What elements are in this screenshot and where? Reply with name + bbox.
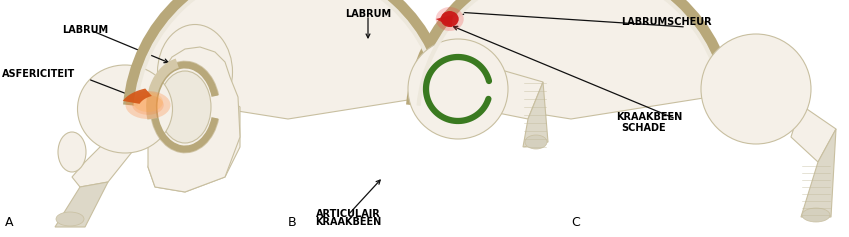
Ellipse shape — [133, 92, 163, 112]
Text: LABRUM: LABRUM — [345, 9, 391, 19]
Ellipse shape — [56, 212, 84, 226]
Ellipse shape — [441, 11, 458, 27]
Ellipse shape — [158, 24, 233, 119]
Polygon shape — [436, 15, 453, 27]
Polygon shape — [55, 182, 108, 227]
Text: LABRUM: LABRUM — [62, 25, 108, 35]
Polygon shape — [148, 97, 240, 192]
Text: C: C — [571, 216, 580, 229]
Polygon shape — [801, 129, 836, 217]
Ellipse shape — [436, 7, 464, 31]
Text: ARTICULAIR: ARTICULAIR — [316, 209, 380, 219]
Text: SCHADE: SCHADE — [621, 123, 666, 133]
Polygon shape — [413, 0, 729, 119]
Text: ASFERICITEIT: ASFERICITEIT — [2, 69, 76, 79]
Ellipse shape — [77, 65, 172, 153]
Text: A: A — [5, 216, 14, 229]
Text: KRAAKBEEN: KRAAKBEEN — [616, 112, 683, 122]
Ellipse shape — [58, 132, 86, 172]
Ellipse shape — [525, 135, 547, 149]
Text: KRAAKBEEN: KRAAKBEEN — [315, 217, 381, 227]
Text: B: B — [288, 216, 296, 229]
Ellipse shape — [126, 91, 171, 119]
Text: LABRUMSCHEUR: LABRUMSCHEUR — [621, 17, 711, 27]
Polygon shape — [130, 0, 446, 119]
Ellipse shape — [802, 208, 830, 222]
Polygon shape — [493, 69, 543, 119]
Ellipse shape — [159, 71, 211, 143]
Ellipse shape — [408, 39, 508, 139]
Polygon shape — [523, 82, 548, 147]
Polygon shape — [791, 105, 836, 162]
Ellipse shape — [132, 95, 164, 115]
Polygon shape — [72, 112, 155, 187]
Ellipse shape — [701, 34, 811, 144]
Polygon shape — [148, 47, 240, 192]
Polygon shape — [123, 89, 152, 104]
